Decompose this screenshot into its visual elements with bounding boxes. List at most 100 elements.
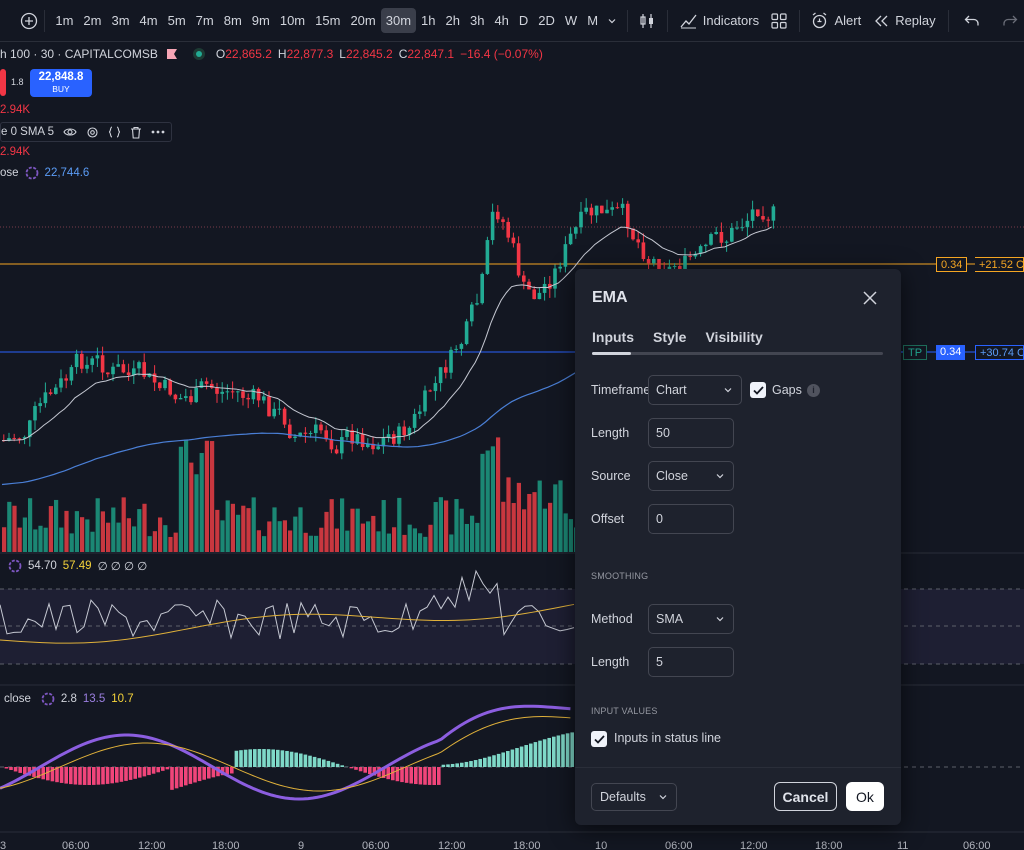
checkmark-icon bbox=[752, 385, 764, 395]
info-icon[interactable]: i bbox=[807, 384, 820, 397]
timeframe-9m[interactable]: 9m bbox=[251, 13, 270, 28]
chart-type-button[interactable] bbox=[633, 8, 661, 34]
source-code-icon[interactable] bbox=[108, 126, 121, 138]
volume-bar bbox=[345, 530, 350, 552]
histogram-bar bbox=[483, 757, 487, 767]
candle-body bbox=[350, 430, 354, 444]
footer-divider bbox=[575, 767, 901, 768]
tp-label[interactable]: TP bbox=[903, 345, 928, 360]
histogram-bar bbox=[165, 767, 170, 770]
volume-bar bbox=[314, 535, 319, 552]
timeframe-M[interactable]: M bbox=[587, 13, 599, 28]
tab-visibility[interactable]: Visibility bbox=[705, 329, 763, 345]
candle-body bbox=[199, 381, 204, 388]
timeframe-1h[interactable]: 1h bbox=[421, 13, 436, 28]
buy-button[interactable]: 22,848.8 BUY bbox=[30, 69, 92, 97]
timeframe-8m[interactable]: 8m bbox=[223, 13, 242, 28]
timeframe-W[interactable]: W bbox=[564, 13, 578, 28]
offset-input[interactable]: 0 bbox=[648, 504, 734, 534]
dialog-tabs: Inputs Style Visibility bbox=[592, 329, 763, 345]
timeframe-1m[interactable]: 1m bbox=[55, 13, 74, 28]
alert-button[interactable]: Alert bbox=[805, 7, 867, 34]
timeframe-3m[interactable]: 3m bbox=[111, 13, 130, 28]
redo-button[interactable] bbox=[996, 9, 1024, 33]
settings-gear-icon[interactable] bbox=[86, 126, 99, 139]
trash-icon[interactable] bbox=[130, 126, 142, 139]
volume-bar bbox=[392, 527, 397, 552]
active-tab-indicator bbox=[592, 352, 631, 355]
candle-body bbox=[220, 391, 224, 394]
histogram-bar bbox=[87, 767, 91, 785]
indicator-legend-active[interactable]: e 0 SMA 5 bbox=[0, 122, 172, 142]
candle-body bbox=[646, 259, 651, 264]
volume-bar bbox=[288, 530, 293, 552]
symbol-title[interactable]: h 100 · 30 · CAPITALCOMSB bbox=[0, 47, 158, 61]
timeframe-30m[interactable]: 30m bbox=[380, 8, 417, 33]
volume-bar bbox=[459, 508, 464, 552]
candle-body bbox=[189, 396, 193, 403]
volume-bar bbox=[563, 513, 568, 552]
volume-bar bbox=[225, 500, 230, 552]
volume-bar bbox=[293, 516, 298, 552]
timeframe-D[interactable]: D bbox=[518, 13, 529, 28]
candle-body bbox=[574, 227, 578, 234]
candle-body bbox=[246, 397, 250, 400]
method-select[interactable]: SMA bbox=[648, 604, 734, 634]
redo-icon bbox=[1003, 15, 1018, 25]
level-tag-2-value[interactable]: 0.34 bbox=[936, 345, 966, 360]
smoothing-length-input[interactable]: 5 bbox=[648, 647, 734, 677]
histogram-bar bbox=[322, 759, 326, 767]
timeframe-7m[interactable]: 7m bbox=[195, 13, 214, 28]
candle-body bbox=[69, 367, 74, 381]
volume-legend-2: 2.94K bbox=[0, 146, 30, 158]
timeframe-select[interactable]: Chart bbox=[648, 375, 742, 405]
candle-body bbox=[90, 358, 94, 365]
sell-button[interactable] bbox=[0, 69, 6, 96]
timeframe-20m[interactable]: 20m bbox=[350, 13, 376, 28]
candle-body bbox=[126, 372, 131, 376]
smoothing-length-value: 5 bbox=[656, 655, 663, 669]
method-value: SMA bbox=[656, 612, 684, 626]
more-dots-icon[interactable] bbox=[151, 130, 165, 134]
candle-body bbox=[298, 432, 302, 437]
eye-icon[interactable] bbox=[63, 126, 77, 138]
close-button[interactable] bbox=[861, 289, 879, 307]
layouts-button[interactable] bbox=[765, 8, 793, 34]
level-tag-1-value[interactable]: 0.34 bbox=[936, 257, 968, 272]
timeframe-10m[interactable]: 10m bbox=[279, 13, 306, 28]
volume-bar bbox=[433, 502, 438, 552]
timeframe-4m[interactable]: 4m bbox=[139, 13, 158, 28]
volume-bar bbox=[204, 440, 209, 552]
indicators-button[interactable]: Indicators bbox=[674, 7, 765, 34]
length-input[interactable]: 50 bbox=[648, 418, 734, 448]
timeframe-3h[interactable]: 3h bbox=[469, 13, 485, 28]
histogram-bar bbox=[41, 767, 45, 780]
candle-body bbox=[605, 209, 609, 214]
level-tag-2-text: +30.74 C bbox=[975, 345, 1024, 360]
flag-icon[interactable] bbox=[166, 48, 178, 60]
undo-button[interactable] bbox=[958, 9, 986, 33]
add-symbol-button[interactable] bbox=[20, 8, 38, 34]
tab-inputs[interactable]: Inputs bbox=[592, 329, 634, 345]
timeframe-2h[interactable]: 2h bbox=[445, 13, 460, 28]
timeframe-dropdown-button[interactable] bbox=[603, 11, 621, 31]
time-axis-label: 06:00 bbox=[665, 840, 693, 850]
cancel-button[interactable]: Cancel bbox=[774, 782, 837, 811]
gaps-checkbox[interactable] bbox=[750, 382, 766, 398]
timeframe-15m[interactable]: 15m bbox=[315, 13, 341, 28]
timeframe-2D[interactable]: 2D bbox=[538, 13, 555, 28]
tab-style[interactable]: Style bbox=[653, 329, 687, 345]
candle-body bbox=[80, 353, 84, 369]
source-select[interactable]: Close bbox=[648, 461, 734, 491]
defaults-dropdown-button[interactable]: Defaults bbox=[591, 783, 677, 811]
replay-button[interactable]: Replay bbox=[867, 8, 941, 33]
ok-button[interactable]: Ok bbox=[846, 782, 884, 811]
symbol-status-line: h 100 · 30 · CAPITALCOMSB O22,865.2 H22,… bbox=[0, 47, 543, 61]
timeframe-2m[interactable]: 2m bbox=[83, 13, 102, 28]
histogram-bar bbox=[506, 751, 510, 767]
candle-body bbox=[537, 292, 542, 300]
timeframe-5m[interactable]: 5m bbox=[167, 13, 186, 28]
inputs-in-status-line-checkbox[interactable] bbox=[591, 731, 607, 747]
timeframe-4h[interactable]: 4h bbox=[494, 13, 509, 28]
candle-body bbox=[438, 367, 443, 384]
